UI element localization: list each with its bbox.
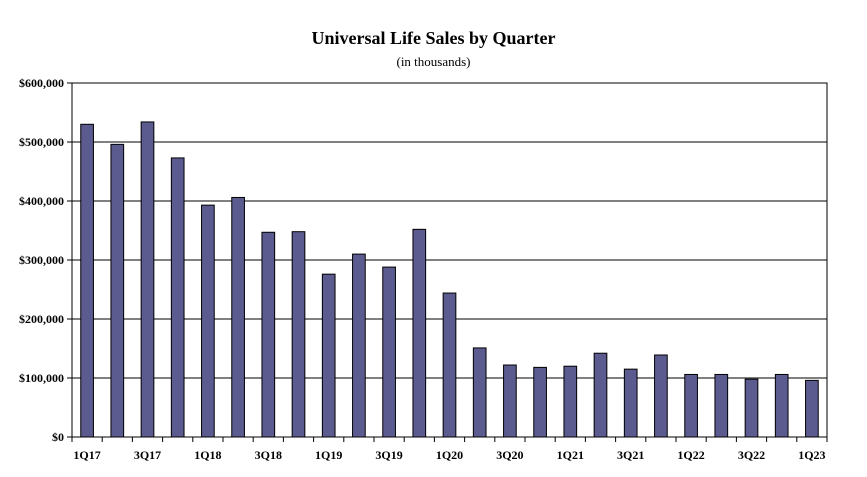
x-tick-label: 3Q19 bbox=[375, 448, 402, 462]
y-tick-label: $0 bbox=[52, 430, 64, 444]
x-tick-label: 1Q20 bbox=[436, 448, 463, 462]
y-tick-label: $300,000 bbox=[19, 253, 64, 267]
chart-subtitle: (in thousands) bbox=[396, 54, 471, 69]
bar-3Q22 bbox=[744, 378, 759, 438]
bar-1Q17 bbox=[80, 123, 94, 438]
bar-1Q23 bbox=[805, 379, 819, 438]
y-tick-label: $600,000 bbox=[19, 76, 64, 90]
x-tick-label: 1Q19 bbox=[315, 448, 342, 462]
bar-4Q19 bbox=[412, 228, 427, 438]
bar-4Q17 bbox=[170, 157, 185, 438]
bar-1Q22 bbox=[684, 373, 698, 438]
bar-4Q21 bbox=[654, 354, 668, 438]
y-tick-label: $400,000 bbox=[19, 194, 64, 208]
bar-2Q18 bbox=[231, 196, 245, 438]
bar-3Q18 bbox=[261, 231, 276, 438]
bar-1Q18 bbox=[201, 204, 215, 438]
bar-1Q21 bbox=[563, 365, 578, 438]
x-tick-label: 3Q22 bbox=[738, 448, 765, 462]
chart-title: Universal Life Sales by Quarter bbox=[311, 28, 556, 48]
x-tick-label: 3Q17 bbox=[134, 448, 161, 462]
bar-4Q22 bbox=[774, 373, 789, 438]
x-tick-label: 1Q21 bbox=[557, 448, 584, 462]
x-tick-label: 3Q18 bbox=[255, 448, 282, 462]
bar-3Q20 bbox=[503, 364, 517, 438]
x-tick-label: 1Q18 bbox=[194, 448, 221, 462]
bar-1Q19 bbox=[321, 273, 336, 438]
x-tick-label: 1Q17 bbox=[73, 448, 100, 462]
bar-2Q21 bbox=[593, 352, 608, 438]
bar-4Q18 bbox=[291, 231, 306, 438]
y-tick-label: $500,000 bbox=[19, 135, 64, 149]
y-tick-label: $200,000 bbox=[19, 312, 64, 326]
bar-2Q22 bbox=[714, 373, 729, 438]
x-tick-label: 1Q23 bbox=[798, 448, 825, 462]
bar-2Q17 bbox=[110, 143, 125, 438]
bar-2Q20 bbox=[472, 347, 487, 438]
bar-3Q19 bbox=[382, 266, 396, 438]
x-tick-label: 3Q21 bbox=[617, 448, 644, 462]
x-tick-label: 1Q22 bbox=[677, 448, 704, 462]
plot-area-border bbox=[71, 82, 828, 438]
bar-3Q21 bbox=[623, 368, 638, 438]
x-tick-label: 3Q20 bbox=[496, 448, 523, 462]
bar-3Q17 bbox=[140, 121, 155, 438]
bar-4Q20 bbox=[533, 366, 547, 438]
bar-1Q20 bbox=[442, 292, 457, 438]
y-tick-label: $100,000 bbox=[19, 371, 64, 385]
bar-2Q19 bbox=[352, 253, 366, 438]
